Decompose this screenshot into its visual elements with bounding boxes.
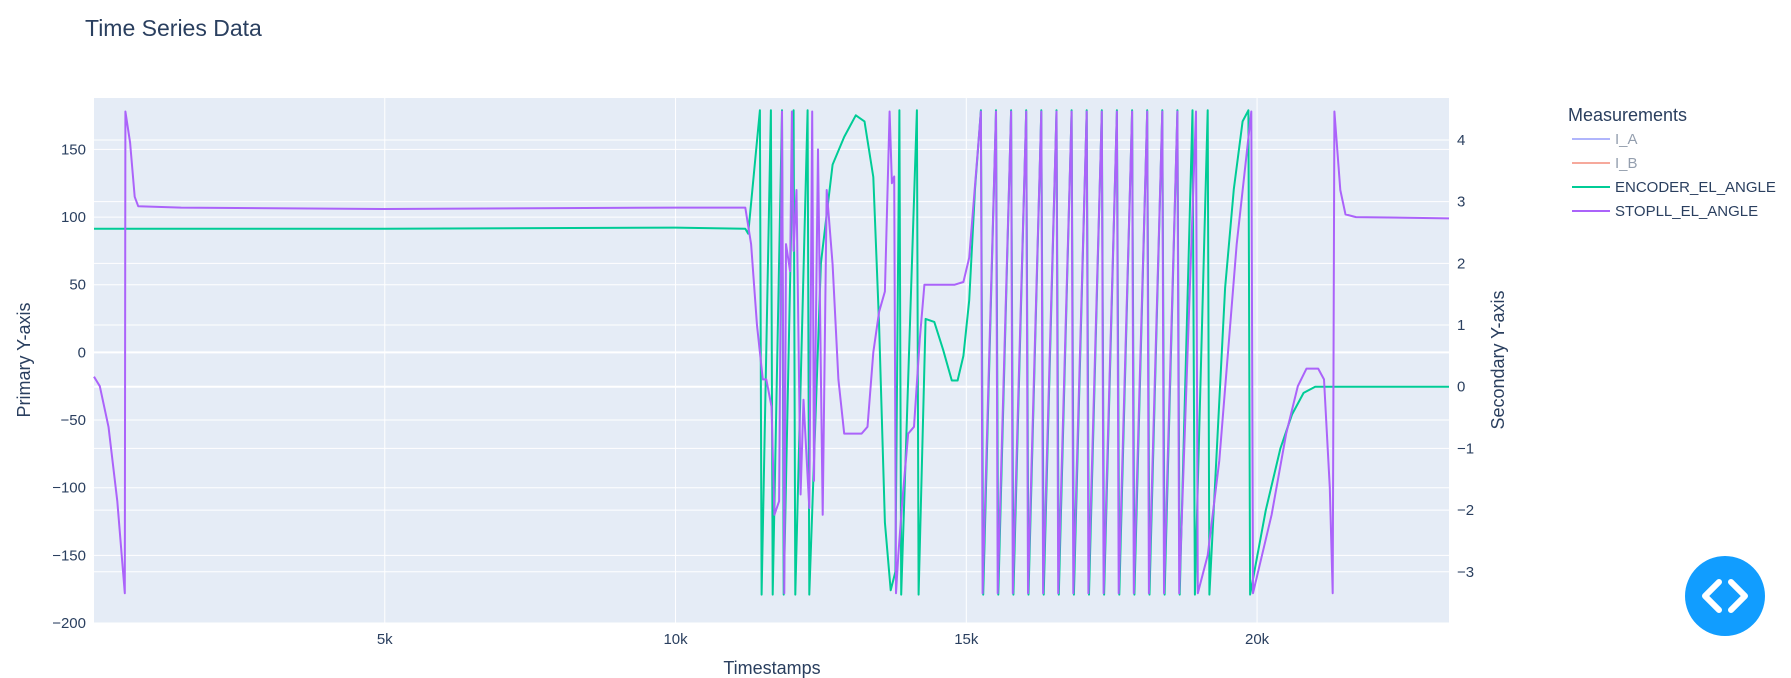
legend-label-i-b: I_B xyxy=(1615,155,1638,172)
y-tick-label-7: −200 xyxy=(52,615,86,632)
x-tick-label-1: 10k xyxy=(663,631,688,648)
x-tick-label-3: 20k xyxy=(1245,631,1270,648)
legend-label-encoder-el-angle: ENCODER_EL_ANGLE xyxy=(1615,179,1776,196)
y2-tick-labels: 4 3 2 1 0 −1 −2 −3 xyxy=(1457,132,1474,581)
legend-item-encoder-el-angle[interactable]: ENCODER_EL_ANGLE xyxy=(1572,179,1776,196)
series-lines xyxy=(93,109,1450,596)
x-tick-labels: 5k 10k 15k 20k xyxy=(377,631,1270,648)
legend-title: Measurements xyxy=(1568,105,1687,125)
legend-item-i-a[interactable]: I_A xyxy=(1572,131,1638,148)
legend-label-stopll-el-angle: STOPLL_EL_ANGLE xyxy=(1615,203,1758,220)
series-line-stopll-el-angle xyxy=(93,110,1450,595)
y-tick-label-2: 50 xyxy=(69,277,86,294)
y2-tick-label-2: 2 xyxy=(1457,255,1465,272)
legend-label-i-a: I_A xyxy=(1615,131,1638,148)
y2-tick-label-7: −3 xyxy=(1457,564,1474,581)
y2-tick-label-0: 4 xyxy=(1457,132,1465,149)
y2-tick-label-5: −1 xyxy=(1457,440,1474,457)
code-toggle-button[interactable] xyxy=(1685,556,1765,636)
x-tick-label-2: 15k xyxy=(954,631,979,648)
y-tick-labels: 150 100 50 0 −50 −100 −150 −200 xyxy=(52,141,86,632)
y-tick-label-4: −50 xyxy=(61,412,86,429)
legend: I_A I_B ENCODER_EL_ANGLE STOPLL_EL_ANGLE xyxy=(1572,131,1776,220)
y2-tick-label-1: 3 xyxy=(1457,194,1465,211)
x-tick-label-0: 5k xyxy=(377,631,393,648)
y-tick-label-1: 100 xyxy=(61,209,86,226)
y2-tick-label-6: −2 xyxy=(1457,502,1474,519)
y2-tick-label-3: 1 xyxy=(1457,317,1465,334)
y2-tick-label-4: 0 xyxy=(1457,379,1465,396)
y2-axis-title: Secondary Y-axis xyxy=(1488,290,1508,429)
y-axis-title: Primary Y-axis xyxy=(14,302,34,417)
chart-title: Time Series Data xyxy=(85,15,262,41)
y-tick-label-0: 150 xyxy=(61,141,86,158)
y-tick-label-5: −100 xyxy=(52,480,86,497)
x-axis-title: Timestamps xyxy=(723,658,820,678)
legend-item-stopll-el-angle[interactable]: STOPLL_EL_ANGLE xyxy=(1572,203,1758,220)
code-brackets-icon xyxy=(1702,579,1748,613)
y-tick-label-3: 0 xyxy=(78,344,86,361)
y-tick-label-6: −150 xyxy=(52,547,86,564)
legend-item-i-b[interactable]: I_B xyxy=(1572,155,1638,172)
